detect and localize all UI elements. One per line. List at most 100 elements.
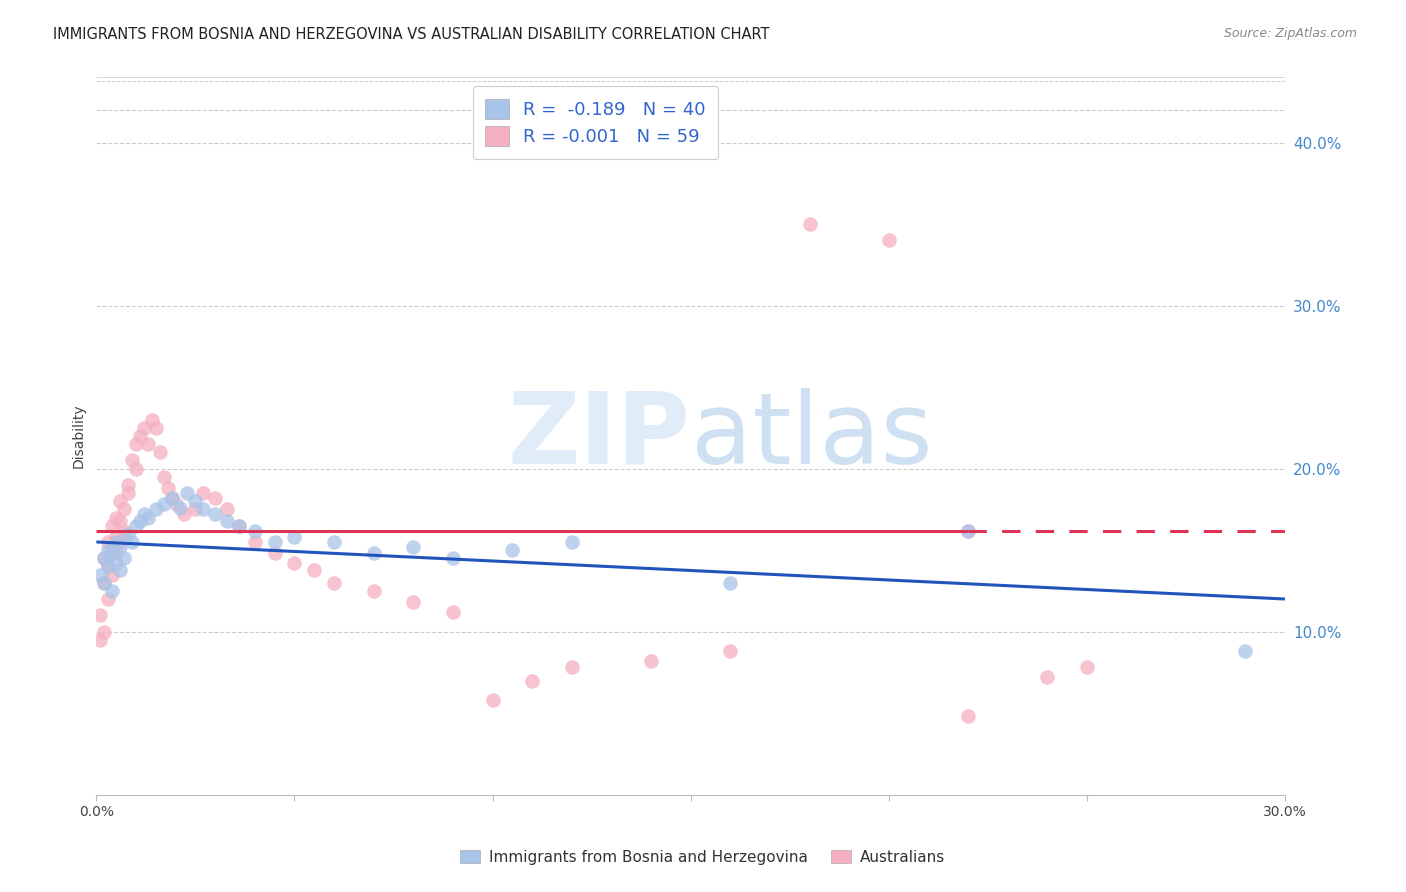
Point <box>718 644 741 658</box>
Point <box>101 518 124 533</box>
Point <box>105 535 128 549</box>
Point <box>956 709 979 723</box>
Point <box>108 514 131 528</box>
Point <box>1076 660 1098 674</box>
Point <box>125 461 148 475</box>
Point <box>93 551 115 566</box>
Point <box>105 510 128 524</box>
Point <box>136 437 159 451</box>
Point <box>152 469 174 483</box>
Point <box>283 530 305 544</box>
Point <box>145 502 167 516</box>
Point <box>141 413 163 427</box>
Point <box>323 535 346 549</box>
Point <box>101 583 124 598</box>
Point <box>105 530 128 544</box>
Point <box>799 217 821 231</box>
Text: ZIP: ZIP <box>508 387 690 484</box>
Point <box>441 605 464 619</box>
Point <box>117 478 139 492</box>
Point <box>640 654 662 668</box>
Point <box>129 514 152 528</box>
Point <box>125 518 148 533</box>
Point <box>136 510 159 524</box>
Point <box>112 502 135 516</box>
Point <box>718 575 741 590</box>
Point <box>217 514 239 528</box>
Point <box>105 556 128 570</box>
Text: IMMIGRANTS FROM BOSNIA AND HERZEGOVINA VS AUSTRALIAN DISABILITY CORRELATION CHAR: IMMIGRANTS FROM BOSNIA AND HERZEGOVINA V… <box>53 27 770 42</box>
Point <box>97 592 120 607</box>
Point <box>108 535 131 549</box>
Point <box>165 498 187 512</box>
Point <box>169 500 191 515</box>
Point <box>323 575 346 590</box>
Point <box>132 421 155 435</box>
Point <box>263 535 285 549</box>
Point <box>228 518 250 533</box>
Point <box>93 575 115 590</box>
Y-axis label: Disability: Disability <box>72 404 86 468</box>
Point <box>97 543 120 558</box>
Point <box>160 491 183 505</box>
Point <box>89 567 111 582</box>
Legend: R =  -0.189   N = 40, R = -0.001   N = 59: R = -0.189 N = 40, R = -0.001 N = 59 <box>472 87 718 159</box>
Point <box>561 535 583 549</box>
Point <box>149 445 172 459</box>
Point <box>1036 670 1059 684</box>
Point <box>243 535 266 549</box>
Point <box>363 546 385 560</box>
Point <box>363 583 385 598</box>
Point <box>101 546 124 560</box>
Point <box>184 494 207 508</box>
Point <box>93 575 115 590</box>
Point <box>160 491 183 505</box>
Point <box>105 546 128 560</box>
Point <box>228 518 250 533</box>
Point <box>402 595 425 609</box>
Point <box>283 556 305 570</box>
Point <box>304 563 326 577</box>
Point <box>89 632 111 647</box>
Point <box>1234 644 1257 658</box>
Point <box>522 673 544 688</box>
Point <box>129 429 152 443</box>
Text: atlas: atlas <box>690 387 932 484</box>
Point <box>101 567 124 582</box>
Point <box>501 543 523 558</box>
Text: Source: ZipAtlas.com: Source: ZipAtlas.com <box>1223 27 1357 40</box>
Point <box>108 494 131 508</box>
Point <box>152 498 174 512</box>
Point <box>125 437 148 451</box>
Point <box>176 486 198 500</box>
Point <box>101 543 124 558</box>
Point <box>145 421 167 435</box>
Point <box>97 559 120 574</box>
Point <box>204 491 226 505</box>
Point <box>156 481 179 495</box>
Point <box>193 502 215 516</box>
Point <box>217 502 239 516</box>
Point <box>956 524 979 538</box>
Point <box>93 551 115 566</box>
Point <box>112 524 135 538</box>
Point <box>481 693 503 707</box>
Legend: Immigrants from Bosnia and Herzegovina, Australians: Immigrants from Bosnia and Herzegovina, … <box>454 844 952 871</box>
Point <box>93 624 115 639</box>
Point <box>561 660 583 674</box>
Point <box>117 526 139 541</box>
Point <box>173 508 195 522</box>
Point <box>402 540 425 554</box>
Point <box>204 508 226 522</box>
Point <box>441 551 464 566</box>
Point <box>97 535 120 549</box>
Point <box>184 502 207 516</box>
Point <box>121 453 143 467</box>
Point <box>243 524 266 538</box>
Point <box>117 486 139 500</box>
Point <box>877 234 900 248</box>
Point <box>956 524 979 538</box>
Point <box>112 551 135 566</box>
Point <box>108 563 131 577</box>
Point <box>193 486 215 500</box>
